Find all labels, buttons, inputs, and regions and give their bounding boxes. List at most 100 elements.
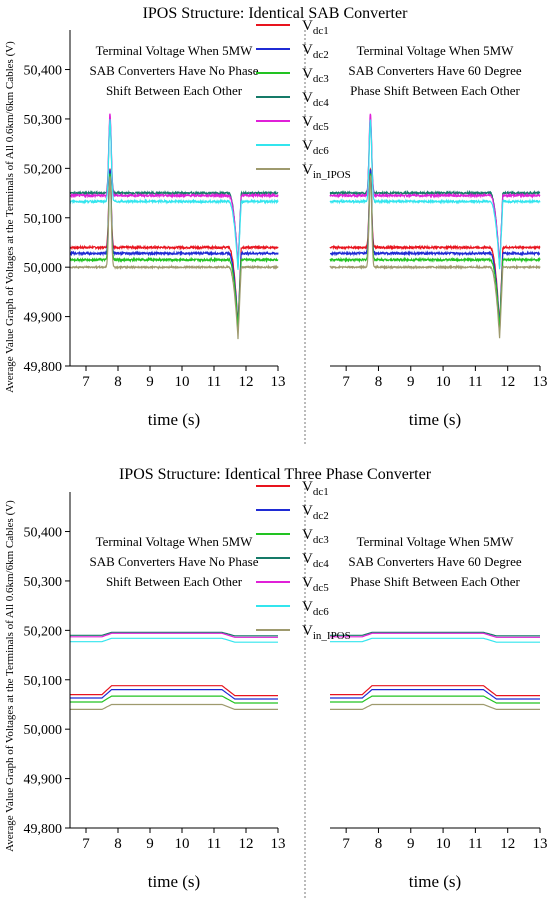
legend-label-name: V (302, 18, 313, 34)
x-tick-label: 7 (82, 374, 90, 390)
series-line-dc6 (329, 119, 541, 270)
y-tick-label: 50,000 (24, 723, 63, 738)
x-tick-label: 13 (533, 836, 548, 852)
series-line-dc2 (330, 689, 540, 700)
x-tick-label: 10 (175, 374, 190, 390)
series-line-in-ipos (330, 703, 540, 710)
x-axis-label: time (s) (409, 872, 461, 891)
legend-label: Vdc6 (302, 138, 329, 157)
legend-label-name: V (302, 162, 313, 178)
panel-annotation: Phase Shift Between Each Other (350, 574, 520, 589)
x-tick-label: 8 (114, 836, 122, 852)
x-tick-label: 10 (175, 836, 190, 852)
y-tick-label: 50,000 (24, 261, 63, 276)
legend-label-subscript: dc3 (313, 73, 329, 85)
series-line-in-ipos (329, 175, 541, 339)
series-line-dc1 (69, 168, 279, 326)
series-line-dc5 (330, 632, 540, 638)
legend-label: Vdc3 (302, 527, 329, 546)
legend-label: Vdc1 (302, 479, 329, 498)
x-tick-label: 11 (207, 836, 221, 852)
series-line-dc6 (330, 637, 540, 643)
panel-annotation: Terminal Voltage When 5MW (357, 534, 515, 549)
legend-label-name: V (302, 575, 313, 591)
x-tick-label: 7 (342, 374, 350, 390)
x-axis-label: time (s) (148, 410, 200, 429)
series-line-dc2 (329, 169, 541, 327)
legend-label-name: V (302, 66, 313, 82)
legend-label-name: V (302, 551, 313, 567)
x-tick-label: 11 (468, 836, 482, 852)
legend-label-name: V (302, 42, 313, 58)
legend-label: Vdc1 (302, 18, 329, 37)
legend-label-name: V (302, 90, 313, 106)
x-tick-label: 9 (407, 374, 415, 390)
legend-label: Vdc2 (302, 42, 329, 61)
legend-label: Vdc3 (302, 66, 329, 85)
chart-title: IPOS Structure: Identical Three Phase Co… (119, 466, 432, 483)
x-tick-label: 12 (239, 836, 254, 852)
panel-annotation: Phase Shift Between Each Other (350, 83, 520, 98)
y-axis-label: Average Value Graph of Voltages at the T… (4, 41, 16, 393)
y-tick-label: 49,800 (24, 360, 63, 375)
panel-annotation: Terminal Voltage When 5MW (357, 43, 515, 58)
chart-title: IPOS Structure: Identical SAB Converter (143, 5, 409, 22)
legend-label-name: V (302, 599, 313, 615)
legend-label-name: V (302, 623, 313, 639)
series-line-dc1 (70, 685, 278, 697)
series-line-dc4 (330, 631, 540, 637)
legend-label-name: V (302, 527, 313, 543)
panel-annotation: Shift Between Each Other (106, 574, 243, 589)
y-tick-label: 50,100 (24, 674, 63, 689)
panel-annotation: SAB Converters Have No Phase (90, 554, 259, 569)
series-line-dc3 (69, 173, 279, 330)
x-tick-label: 11 (207, 374, 221, 390)
legend-label-subscript: dc5 (313, 121, 329, 133)
series-line-dc3 (329, 173, 541, 330)
legend-label: Vdc2 (302, 503, 329, 522)
legend-label-subscript: dc2 (313, 49, 329, 61)
legend-label-subscript: dc1 (313, 25, 329, 37)
y-tick-label: 50,100 (24, 212, 63, 227)
legend-label-subscript: dc1 (313, 486, 329, 498)
series-line-dc3 (70, 695, 278, 704)
legend-label: Vin_IPOS (302, 623, 351, 642)
x-tick-label: 8 (375, 836, 383, 852)
series-line-dc1 (329, 167, 541, 328)
series-line-dc4 (70, 631, 278, 637)
x-tick-label: 11 (468, 374, 482, 390)
series-line-dc6 (70, 637, 278, 643)
panel-annotation: SAB Converters Have No Phase (90, 63, 259, 78)
legend-label-name: V (302, 503, 313, 519)
legend-label: Vin_IPOS (302, 162, 351, 181)
legend-label: Vdc5 (302, 114, 329, 133)
x-tick-label: 13 (271, 374, 286, 390)
series-line-dc6 (69, 119, 279, 270)
legend-label: Vdc6 (302, 599, 329, 618)
x-tick-label: 8 (114, 374, 122, 390)
series-line-dc5 (69, 113, 279, 266)
x-tick-label: 12 (239, 374, 254, 390)
legend-label-subscript: dc6 (313, 606, 329, 618)
y-tick-label: 49,800 (24, 822, 63, 837)
x-tick-label: 8 (375, 374, 383, 390)
legend-label-name: V (302, 479, 313, 495)
panel-annotation: SAB Converters Have 60 Degree (348, 554, 522, 569)
series-line-dc3 (330, 695, 540, 704)
legend-label-subscript: in_IPOS (313, 169, 351, 181)
series-line-in-ipos (70, 703, 278, 710)
x-tick-label: 13 (533, 374, 548, 390)
legend-label-subscript: dc2 (313, 510, 329, 522)
series-line-in-ipos (69, 176, 279, 340)
x-tick-label: 9 (146, 836, 154, 852)
panel-annotation: SAB Converters Have 60 Degree (348, 63, 522, 78)
legend-label: Vdc4 (302, 90, 329, 109)
y-tick-label: 50,300 (24, 575, 63, 590)
panel-annotation: Terminal Voltage When 5MW (96, 43, 254, 58)
series-line-dc2 (69, 169, 279, 327)
legend-label-subscript: in_IPOS (313, 630, 351, 642)
legend-label-name: V (302, 114, 313, 130)
legend-label-subscript: dc4 (313, 97, 329, 109)
